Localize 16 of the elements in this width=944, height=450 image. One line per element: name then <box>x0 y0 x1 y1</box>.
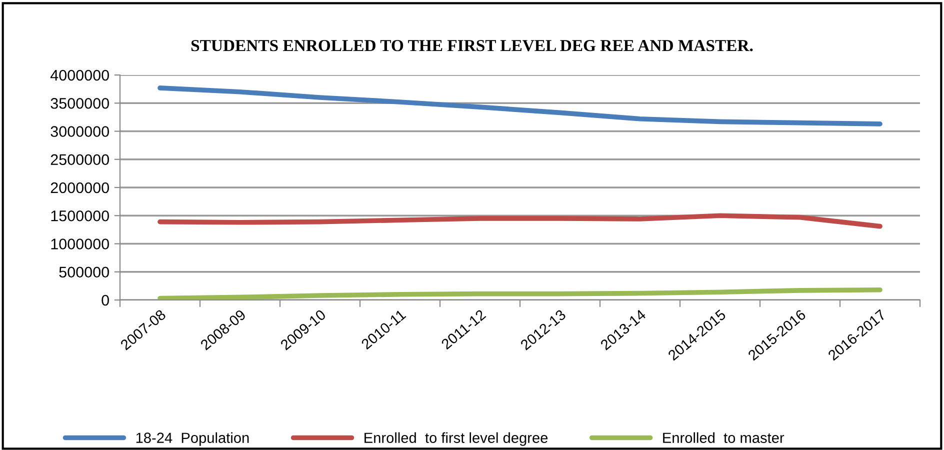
y-tick-label: 2000000 <box>50 182 109 194</box>
line-series <box>158 287 882 300</box>
y-tick-label: 0 <box>102 294 109 306</box>
line-series <box>158 86 882 126</box>
legend-label: 18-24 Population <box>136 432 249 446</box>
line-series <box>158 213 882 229</box>
chart-title: STUDENTS ENROLLED TO THE FIRST LEVEL DEG REE AND MASTER. <box>191 40 753 52</box>
legend-label: Enrolled to master <box>663 432 784 443</box>
legend-label: Enrolled to first level degree <box>364 432 548 446</box>
y-tick-label: 3500000 <box>50 98 109 109</box>
y-tick-label: 1000000 <box>51 238 109 250</box>
y-tick-label: 4000000 <box>50 70 109 81</box>
y-tick-label: 500000 <box>59 266 109 278</box>
y-tick-label: 3000000 <box>50 126 109 137</box>
y-tick-label: 2500000 <box>50 154 109 166</box>
y-tick-label: 1500000 <box>51 210 109 222</box>
